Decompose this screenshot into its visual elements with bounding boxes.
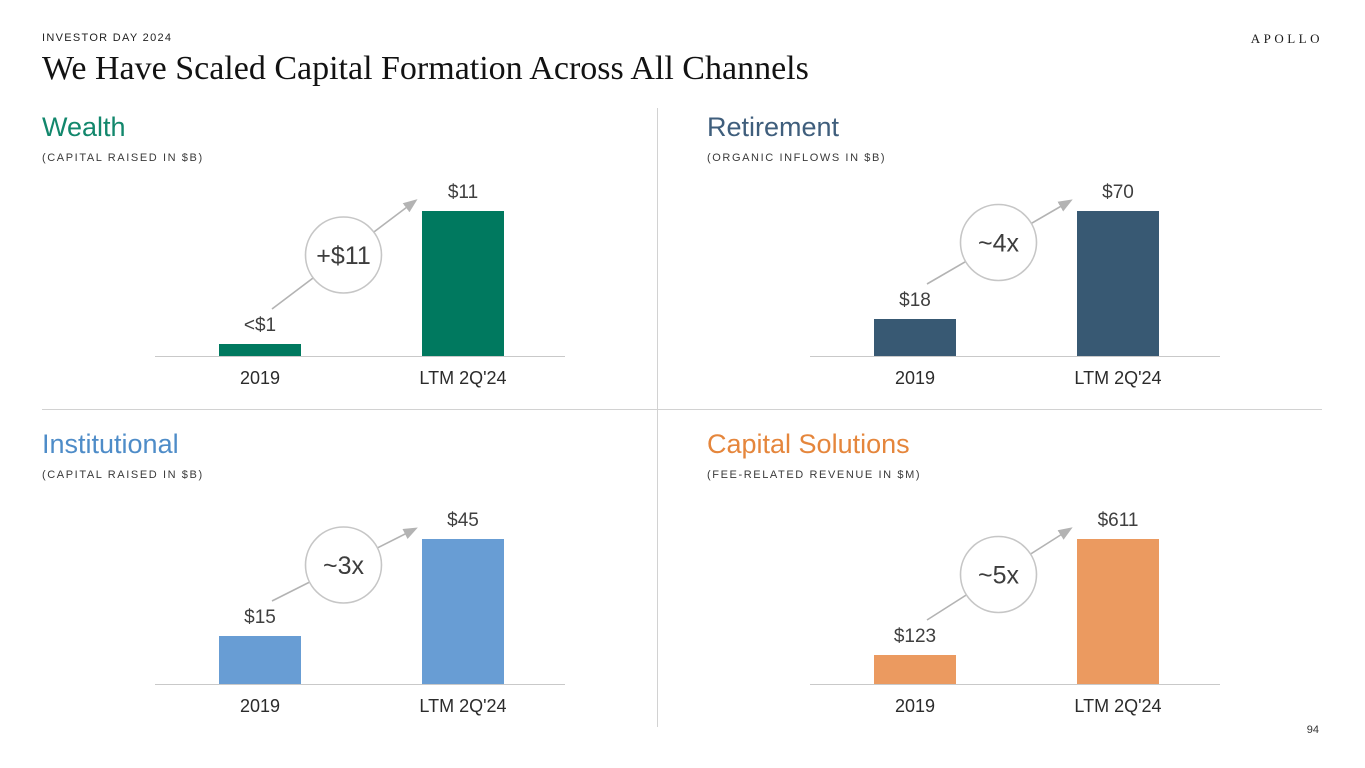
x-axis-tick-label: LTM 2Q'24 [1074, 368, 1162, 388]
bar-value-label: $11 [447, 182, 479, 203]
chart-capital-solutions: $123 2019 $611 LTM 2Q'24 ~5x [810, 496, 1220, 741]
bar-value-label: $611 [1097, 510, 1139, 531]
panel-subtitle-capital-solutions: (FEE-RELATED REVENUE IN $M) [707, 468, 922, 481]
growth-annotation: ~4x [926, 199, 1073, 285]
horizontal-divider [42, 409, 1322, 410]
page-number: 94 [1306, 724, 1319, 736]
panel-title-institutional: Institutional [42, 429, 179, 459]
x-axis-line [155, 684, 565, 685]
x-axis-tick-label: 2019 [239, 368, 281, 388]
panel-wealth-header: Wealth (CAPITAL RAISED IN $B) [42, 112, 204, 164]
growth-circle [959, 203, 1038, 282]
x-axis-tick-label: 2019 [894, 368, 936, 388]
growth-annotation: ~3x [271, 526, 418, 604]
growth-annotation: +$11 [271, 199, 418, 310]
bar-ltm-2q-24 [422, 539, 504, 684]
panel-subtitle-retirement: (ORGANIC INFLOWS IN $B) [707, 151, 887, 164]
bar-value-label: $18 [899, 290, 931, 311]
growth-circle [304, 216, 383, 294]
panel-subtitle-institutional: (CAPITAL RAISED IN $B) [42, 468, 204, 481]
panel-title-retirement: Retirement [707, 112, 840, 142]
x-axis-tick-label: 2019 [239, 696, 281, 716]
growth-label: ~5x [978, 562, 1020, 590]
growth-label: ~3x [323, 552, 365, 580]
chart-institutional: $15 2019 $45 LTM 2Q'24 ~3x [155, 496, 565, 741]
panel-capital-solutions-header: Capital Solutions (FEE-RELATED REVENUE I… [707, 429, 922, 481]
growth-circle [959, 535, 1038, 614]
x-axis-tick-label: LTM 2Q'24 [419, 368, 507, 388]
bar-ltm-2q-24 [422, 211, 504, 356]
chart-wealth: <$1 2019 $11 LTM 2Q'24 +$11 [155, 168, 565, 413]
eyebrow-label: INVESTOR DAY 2024 [42, 32, 173, 44]
x-axis-line [810, 684, 1220, 685]
apollo-logo: APOLLO [1250, 31, 1323, 46]
x-axis-line [155, 356, 565, 357]
bar-value-label: $123 [893, 626, 937, 647]
chart-retirement: $18 2019 $70 LTM 2Q'24 ~4x [810, 168, 1220, 413]
bar-2019 [219, 344, 301, 356]
vertical-divider [657, 108, 658, 727]
bar-value-label: $45 [447, 510, 479, 531]
x-axis-tick-label: 2019 [894, 696, 936, 716]
bar-ltm-2q-24 [1077, 211, 1159, 356]
bar-2019 [874, 655, 956, 684]
panel-institutional-header: Institutional (CAPITAL RAISED IN $B) [42, 429, 204, 481]
growth-annotation: ~5x [926, 527, 1073, 621]
x-axis-tick-label: LTM 2Q'24 [1074, 696, 1162, 716]
bar-2019 [219, 636, 301, 684]
panel-retirement-header: Retirement (ORGANIC INFLOWS IN $B) [707, 112, 887, 164]
bar-value-label: $15 [244, 607, 276, 628]
x-axis-line [810, 356, 1220, 357]
bar-value-label: $70 [1102, 182, 1134, 203]
bar-2019 [874, 319, 956, 356]
x-axis-tick-label: LTM 2Q'24 [419, 696, 507, 716]
page-title: We Have Scaled Capital Formation Across … [42, 50, 809, 87]
bar-ltm-2q-24 [1077, 539, 1159, 684]
bar-value-label: <$1 [243, 315, 277, 336]
growth-circle [304, 526, 383, 604]
panel-title-wealth: Wealth [42, 112, 126, 142]
growth-label: ~4x [978, 230, 1020, 258]
panel-subtitle-wealth: (CAPITAL RAISED IN $B) [42, 151, 204, 164]
panel-title-capital-solutions: Capital Solutions [707, 429, 910, 459]
growth-label: +$11 [316, 242, 370, 270]
